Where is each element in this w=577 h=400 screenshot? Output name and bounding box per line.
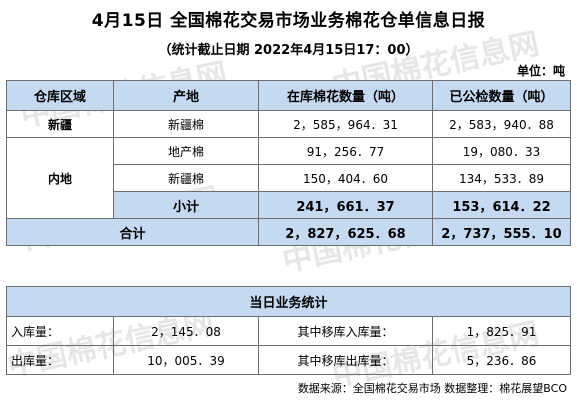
transfer-inbound-label: 其中移库入库量： (258, 316, 433, 346)
page-subtitle: （统计截止日期 2022年4月15日17：00） (158, 43, 419, 58)
daily-header: 当日业务统计 (5, 286, 572, 317)
origin-cell: 新疆棉 (113, 110, 259, 138)
stock-cell: 91，256．77 (258, 137, 433, 165)
data-source: 数据来源：全国棉花交易市场 数据整理：棉花展望BCO (297, 382, 567, 395)
inbound-value: 2，145．08 (113, 316, 259, 346)
table-row: 新疆棉 150，404．60 134，533．89 (7, 164, 571, 192)
origin-cell: 地产棉 (113, 137, 259, 165)
region-neidi: 内地 (6, 137, 114, 219)
total-inspected: 2，737，555．10 (432, 218, 571, 246)
stock-cell: 2，585，964．31 (258, 110, 433, 138)
total-label: 合计 (6, 218, 259, 246)
outbound-label: 出库量： (6, 345, 114, 375)
stock-cell: 150，404．60 (258, 164, 433, 192)
total-stock: 2，827，625．68 (258, 218, 433, 246)
total-row: 合计 2，827，625．68 2，737，555．10 (6, 218, 571, 246)
inspected-cell: 134，533．89 (432, 164, 571, 192)
region-xinjiang: 新疆 (6, 110, 114, 138)
header-region: 仓库区域 (6, 80, 114, 111)
table-row: 新疆 新疆棉 2，585，964．31 2，583，940．88 (6, 110, 571, 138)
subtotal-stock: 241，661．37 (258, 191, 433, 219)
subtotal-row: 小计 241，661．37 153，614．22 (7, 191, 571, 219)
inspected-cell: 2，583，940．88 (432, 110, 571, 138)
header-origin: 产地 (113, 80, 259, 111)
warehouse-table: 仓库区域 产地 在库棉花数量（吨） 已公检数量（吨） 新疆 新疆棉 2，585，… (6, 80, 571, 246)
transfer-inbound-value: 1，825．91 (431, 316, 572, 346)
header-stock: 在库棉花数量（吨） (258, 80, 433, 111)
inbound-label: 入库量： (6, 316, 114, 346)
inspected-cell: 19，080．33 (432, 137, 571, 165)
transfer-outbound-value: 5，236．86 (431, 345, 572, 375)
subtotal-label: 小计 (113, 191, 259, 219)
transfer-outbound-label: 其中移库出库量： (258, 345, 433, 375)
unit-label: 单位：吨 (516, 64, 565, 78)
table-row: 入库量： 2，145．08 其中移库入库量： 1，825．91 (6, 316, 572, 346)
table-header-row: 当日业务统计 (5, 286, 572, 317)
header-inspected: 已公检数量（吨） (432, 80, 571, 111)
outbound-value: 10，005．39 (113, 345, 259, 375)
table-row: 内地 地产棉 91，256．77 19，080．33 (6, 137, 571, 219)
table-row: 出库量： 10，005．39 其中移库出库量： 5，236．86 (6, 345, 572, 375)
daily-business-table: 当日业务统计 入库量： 2，145．08 其中移库入库量： 1，825．91 出… (5, 286, 572, 375)
origin-cell: 新疆棉 (113, 164, 259, 192)
subtotal-inspected: 153，614．22 (432, 191, 571, 219)
table-header-row: 仓库区域 产地 在库棉花数量（吨） 已公检数量（吨） (6, 80, 571, 111)
page-title: 4月15日 全国棉花交易市场业务棉花仓单信息日报 (91, 11, 486, 31)
